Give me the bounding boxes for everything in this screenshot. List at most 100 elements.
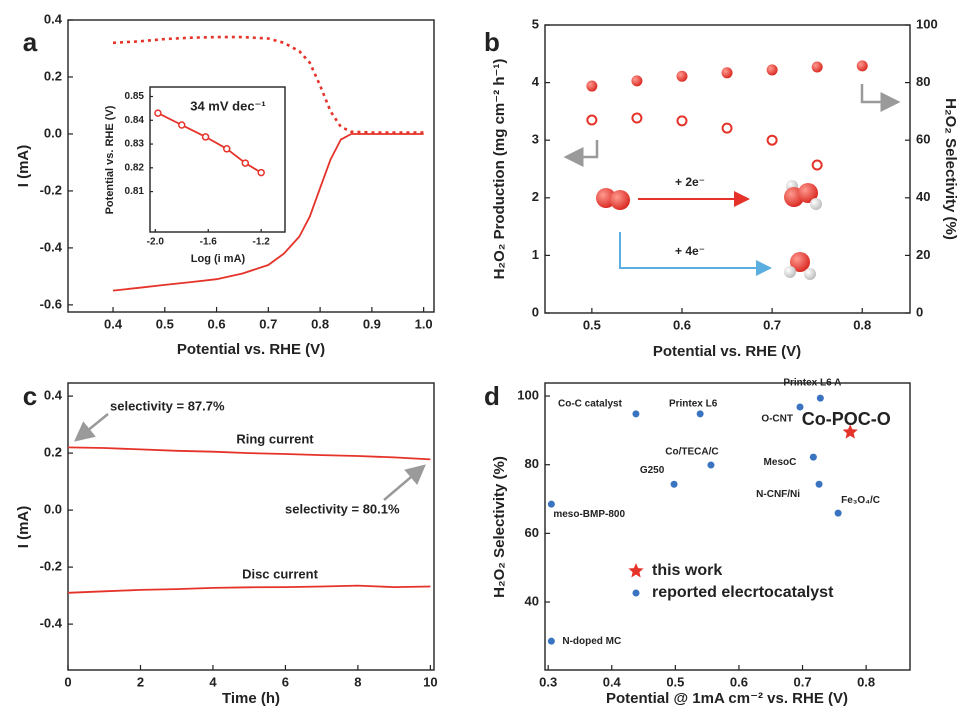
data-point [201,133,210,141]
point-label: N-CNF/Ni [756,489,800,500]
data-point [796,403,804,411]
y-axis-label: I (mA) [15,145,32,188]
data-point [766,64,778,76]
x-tick-label: 0.8 [311,316,329,331]
data-point [154,109,162,117]
y-tick-label: 5 [532,16,539,31]
y-tick-label: 0.84 [125,115,145,126]
x-axis-label: Potential vs. RHE (V) [653,343,801,360]
hydrogen-atom [784,266,796,278]
x-tick-label: 0.4 [104,316,123,331]
data-point [676,70,688,82]
x-tick-label: 0 [64,674,71,689]
data-point [547,637,555,645]
data-line [67,446,431,461]
x-tick-label: 0.5 [666,674,684,689]
y-tick-label: 0.0 [44,125,62,140]
panel-label: b [484,27,500,57]
x-tick-label: 0.6 [730,674,748,689]
point-label: Co/TECA/C [665,447,718,458]
y-tick-label: 0.4 [44,388,63,403]
x-tick-label: 0.6 [208,316,226,331]
annotation: selectivity = 80.1% [285,501,400,516]
y2-tick-label: 0 [916,304,923,319]
y2-tick-label: 40 [916,189,930,204]
y2-tick-label: 60 [916,132,930,147]
x-axis-label: Log (i mA) [191,253,246,265]
x-tick-label: 0.7 [259,316,277,331]
annotation: selectivity = 87.7% [110,398,225,413]
data-point [178,121,186,129]
x-tick-label: 2 [137,674,144,689]
annotation-arrow [383,464,426,501]
legend-label: this work [652,562,722,579]
y-tick-label: -0.2 [40,559,62,574]
data-point [816,394,824,402]
data-point [631,75,643,87]
y-tick-label: 0.83 [125,139,145,150]
data-point [811,159,823,171]
data-point [856,60,868,72]
x-tick-label: 0.3 [539,674,557,689]
data-point [842,424,858,439]
plot-frame [544,382,911,671]
x-tick-label: 0.8 [853,317,871,332]
annotation: + 2e⁻ [675,175,705,189]
x-tick-label: 1.0 [415,316,433,331]
data-point [811,61,823,73]
y-tick-label: 3 [532,132,539,147]
x-axis-label: Potential @ 1mA cm⁻² vs. RHE (V) [606,690,848,707]
point-label: Printex L6 A [783,378,841,389]
oxygen-atom [798,183,818,203]
x-axis-label: Potential vs. RHE (V) [177,341,325,358]
x-tick-label: 0.6 [673,317,691,332]
plot-frame [149,86,286,233]
axis-pointer [860,84,901,112]
point-label: G250 [640,465,665,476]
y2-tick-label: 80 [916,74,930,89]
x-tick-label: 0.9 [363,316,381,331]
x-tick-label: -1.6 [200,237,218,248]
y2-tick-label: 20 [916,247,930,262]
y-tick-label: -0.2 [40,182,62,197]
panel-label: a [23,27,38,57]
legend-label: reported elecrtocatalyst [652,584,834,601]
annotation: Ring current [236,431,314,446]
data-point [766,134,778,146]
data-line [67,584,431,594]
y-tick-label: -0.4 [40,239,63,254]
axis-pointer [563,140,599,167]
x-tick-label: 0.7 [763,317,781,332]
data-point [547,500,555,508]
data-point [257,168,265,177]
panel-label: d [484,381,500,411]
y-tick-label: 0.81 [125,186,145,197]
panel-label: c [23,381,37,411]
point-label: meso-BMP-800 [553,509,625,520]
y-tick-label: 2 [532,189,539,204]
y-axis-label: H₂O₂ Production (mg cm⁻² h⁻¹) [491,59,508,280]
data-point [586,80,598,92]
x-tick-label: 0.7 [793,674,811,689]
arrow-4e [619,232,772,276]
y-axis-label: I (mA) [15,506,32,549]
x-tick-label: 0.4 [603,674,622,689]
y-tick-label: 60 [525,525,539,540]
point-label: O-CNT [761,414,793,425]
oxygen-atom [610,190,630,210]
y-tick-label: 0.0 [44,502,62,517]
data-point [241,159,250,167]
data-point [707,461,715,469]
y-tick-label: 0 [532,304,539,319]
reaction-scheme [563,84,901,280]
annotation: + 4e⁻ [675,244,705,258]
legend-marker [628,563,644,578]
point-label: MesoC [764,457,797,468]
y-tick-label: 0.82 [125,162,145,173]
x-tick-label: -1.2 [253,237,271,248]
y2-tick-label: 100 [916,16,938,31]
annotation-arrow [74,413,109,442]
data-point [676,115,688,127]
data-point [631,112,643,124]
